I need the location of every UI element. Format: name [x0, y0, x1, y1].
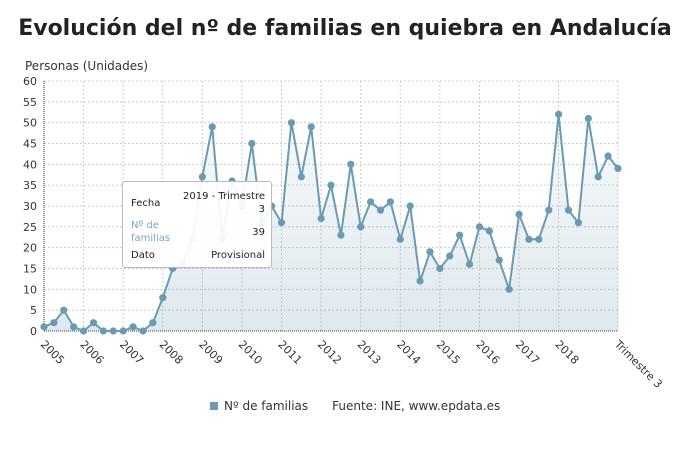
- y-tick-label: 60: [23, 75, 37, 88]
- data-point: [535, 235, 543, 243]
- data-point: [60, 306, 68, 314]
- x-tick-label: 2018: [552, 338, 581, 367]
- data-point: [574, 219, 583, 227]
- data-point: [396, 235, 404, 243]
- x-tick-label: 2013: [355, 338, 384, 367]
- source-note: Fuente: INE, www.epdata.es: [332, 399, 501, 413]
- y-tick-label: 25: [23, 221, 37, 234]
- data-point: [594, 173, 602, 181]
- tooltip-dato-value: Provisional: [211, 250, 265, 261]
- data-point: [297, 173, 305, 181]
- tooltip-fecha-label: Fecha: [131, 198, 161, 209]
- data-point: [337, 231, 345, 239]
- y-tick-label: 40: [23, 158, 37, 171]
- data-point: [475, 223, 484, 231]
- data-point: [347, 160, 355, 168]
- data-point: [357, 223, 365, 231]
- y-tick-label: 10: [23, 283, 37, 296]
- data-point: [327, 181, 335, 189]
- data-point: [317, 214, 325, 223]
- x-tick-label: 2006: [77, 338, 106, 367]
- y-tick-label: 5: [30, 304, 37, 317]
- legend-swatch: [210, 402, 218, 410]
- data-point: [198, 173, 206, 181]
- tooltip-series-value: 39: [252, 227, 265, 238]
- data-point: [70, 323, 78, 331]
- data-point: [525, 235, 533, 243]
- y-tick-label: 35: [23, 179, 37, 192]
- x-tick-label: 2012: [315, 338, 344, 367]
- data-point: [446, 252, 454, 260]
- data-point: [614, 164, 622, 173]
- data-point: [406, 202, 414, 210]
- data-point: [495, 256, 503, 264]
- data-point: [485, 227, 493, 235]
- x-tick-label: 2016: [473, 338, 502, 367]
- data-point: [436, 264, 444, 273]
- x-tick-label: 2009: [196, 338, 225, 367]
- data-point: [208, 123, 216, 131]
- x-tick-label: 2011: [275, 338, 304, 367]
- y-tick-label: 55: [23, 96, 37, 109]
- data-point: [79, 327, 88, 335]
- x-tick-label: 2007: [117, 338, 146, 367]
- data-point: [505, 285, 513, 293]
- legend: Nº de familias Fuente: INE, www.epdata.e…: [210, 399, 500, 413]
- tooltip-series-label: Nº de: [131, 220, 159, 231]
- y-tick-label: 0: [30, 325, 37, 338]
- y-tick-label: 20: [23, 242, 37, 255]
- tooltip-fecha-value-2: 3: [258, 204, 265, 215]
- data-point: [416, 277, 424, 285]
- data-point: [426, 248, 434, 256]
- x-tick-label: 2017: [513, 338, 542, 367]
- y-tick-label: 50: [23, 117, 37, 130]
- data-point: [386, 198, 394, 206]
- tooltip-series-label-2: familias: [131, 233, 171, 244]
- legend-series[interactable]: Nº de familias: [224, 399, 309, 413]
- tooltip-fecha-value: 2019 - Trimestre: [182, 191, 265, 202]
- data-point: [139, 327, 147, 335]
- data-point: [248, 139, 256, 148]
- data-point: [366, 198, 375, 206]
- x-tick-label: 2010: [236, 338, 265, 367]
- x-tick-label: 2008: [157, 338, 186, 367]
- data-point: [109, 327, 117, 335]
- tooltip: Fecha 2019 - Trimestre 3 Nº de familias …: [122, 181, 272, 268]
- y-tick-label: 15: [23, 263, 37, 276]
- data-point: [456, 231, 464, 239]
- data-point: [50, 319, 58, 327]
- y-axis-label: Personas (Unidades): [25, 59, 148, 73]
- data-point: [545, 206, 553, 214]
- data-point: [604, 152, 612, 160]
- data-point: [89, 319, 98, 327]
- x-tick-label: 2015: [434, 338, 463, 367]
- data-point: [287, 119, 296, 127]
- data-point: [376, 206, 385, 214]
- data-point: [119, 327, 127, 335]
- series-area: [44, 114, 618, 331]
- data-point: [149, 319, 157, 327]
- data-point: [40, 323, 48, 331]
- data-point: [129, 323, 137, 331]
- data-point: [277, 219, 286, 227]
- x-tick-label: 2005: [38, 338, 67, 367]
- data-point: [99, 327, 107, 335]
- data-point: [584, 114, 592, 123]
- x-tick-label: 2014: [394, 338, 423, 367]
- y-tick-label: 30: [23, 200, 37, 213]
- x-tick-label: Trimestre 3: [611, 337, 665, 391]
- data-point: [515, 210, 523, 218]
- data-point: [564, 206, 573, 214]
- data-point: [159, 294, 167, 302]
- data-point: [465, 260, 474, 268]
- chart-title: Evolución del nº de familias en quiebra …: [18, 16, 672, 41]
- y-tick-label: 45: [23, 138, 37, 151]
- data-point: [307, 123, 315, 131]
- data-point: [555, 110, 563, 118]
- tooltip-dato-label: Dato: [131, 250, 155, 261]
